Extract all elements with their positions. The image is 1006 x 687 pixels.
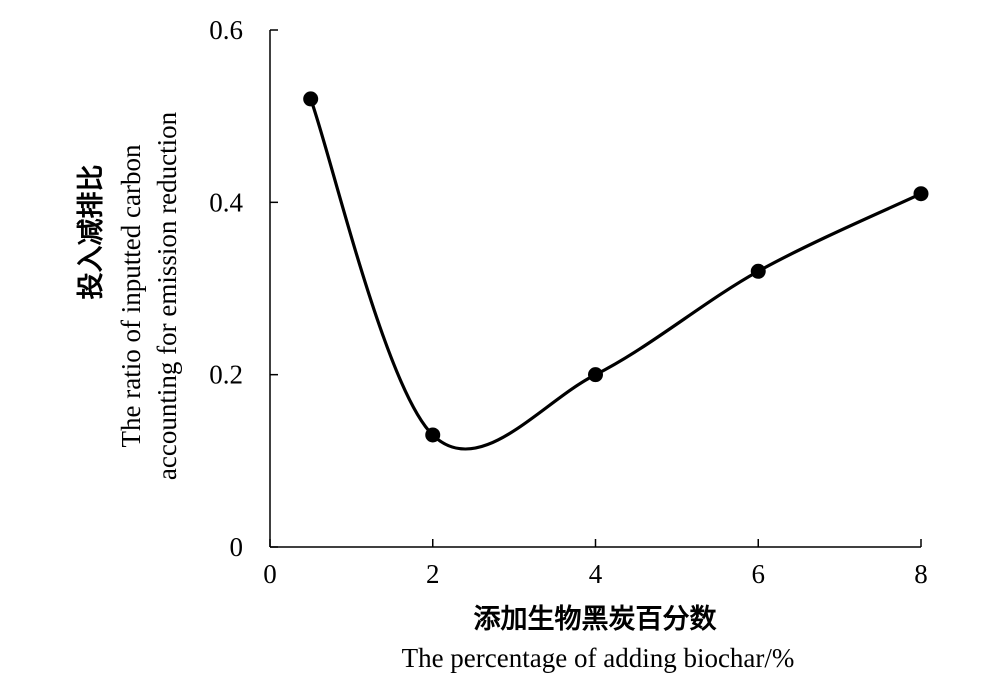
y-tick-label: 0.4 xyxy=(209,187,243,217)
data-point xyxy=(425,427,441,443)
y-axis-title-cn: 投入减排比 xyxy=(76,165,107,300)
y-tick-label: 0 xyxy=(230,532,244,562)
data-point xyxy=(303,91,319,107)
x-tick-label: 2 xyxy=(426,559,440,589)
y-axis-title-en-1-group: The ratio of inputted carbon xyxy=(116,144,146,447)
series-line-group xyxy=(309,98,922,451)
series-line xyxy=(309,98,922,451)
x-tick-label: 0 xyxy=(263,559,277,589)
data-point xyxy=(750,263,766,279)
x-axis: 0 2 4 6 8 xyxy=(263,539,928,589)
y-axis: 0 0.2 0.4 0.6 xyxy=(209,15,278,562)
y-axis-title-cn-group: 投入减排比 xyxy=(76,165,107,300)
point-group xyxy=(303,91,929,443)
x-tick-label: 6 xyxy=(752,559,766,589)
data-point xyxy=(588,367,603,383)
y-axis-title-en-line1: The ratio of inputted carbon xyxy=(116,144,146,447)
x-tick-label: 8 xyxy=(914,559,928,589)
y-tick-label: 0.6 xyxy=(209,15,243,45)
y-axis-title-en-line2: accounting for emission reduction xyxy=(152,111,182,480)
x-tick-label: 4 xyxy=(589,559,603,589)
x-axis-title-en: The percentage of adding biochar/% xyxy=(402,643,795,673)
data-point xyxy=(913,186,929,202)
y-tick-label: 0.2 xyxy=(209,360,243,390)
x-axis-title-cn: 添加生物黑炭百分数 xyxy=(474,604,718,635)
y-axis-title-en-2-group: accounting for emission reduction xyxy=(152,111,182,480)
